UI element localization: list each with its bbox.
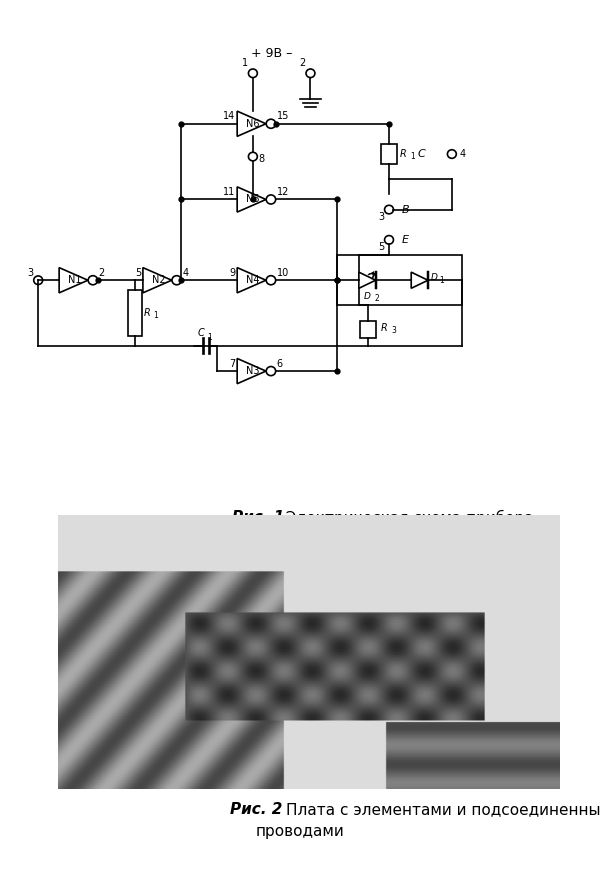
Text: N2: N2: [152, 275, 166, 285]
Text: R: R: [400, 149, 406, 159]
Text: 4: 4: [460, 149, 466, 159]
Text: Рис. 1: Рис. 1: [232, 510, 284, 525]
Text: 5: 5: [378, 242, 384, 252]
Text: 15: 15: [277, 111, 289, 121]
Text: N1: N1: [68, 275, 82, 285]
Text: 3: 3: [378, 212, 384, 222]
Text: C: C: [198, 329, 205, 338]
Text: 2: 2: [375, 294, 380, 303]
Text: C: C: [418, 149, 425, 159]
Text: 1: 1: [410, 152, 415, 161]
Text: N5: N5: [246, 194, 260, 204]
Text: 14: 14: [223, 111, 236, 121]
Text: 12: 12: [277, 186, 289, 197]
Text: 10: 10: [277, 267, 289, 278]
Text: N4: N4: [246, 275, 260, 285]
Text: 9: 9: [229, 267, 236, 278]
Text: 1: 1: [153, 311, 158, 320]
Bar: [337, 255, 463, 305]
Bar: [381, 144, 397, 164]
Text: 1: 1: [439, 276, 443, 285]
Text: 5: 5: [135, 267, 142, 278]
Text: + 9В –: + 9В –: [251, 46, 292, 59]
Text: R: R: [381, 323, 388, 333]
Text: 11: 11: [223, 186, 236, 197]
Text: 6: 6: [277, 359, 283, 369]
Text: N3: N3: [246, 366, 260, 377]
Bar: [128, 290, 142, 336]
Bar: [360, 321, 376, 338]
Text: 1: 1: [242, 59, 248, 68]
Text: 8: 8: [258, 155, 264, 164]
Text: N6: N6: [246, 119, 260, 129]
Text: 1: 1: [208, 333, 212, 342]
Text: B: B: [402, 204, 410, 215]
Text: 7: 7: [229, 359, 236, 369]
Text: R: R: [143, 308, 150, 318]
Text: 2: 2: [299, 59, 305, 68]
Text: 3: 3: [392, 326, 397, 335]
Text: D: D: [364, 291, 370, 300]
Text: Плата с элементами и подсоединенными: Плата с элементами и подсоединенными: [286, 803, 600, 817]
Text: E: E: [402, 234, 409, 245]
Text: 3: 3: [27, 267, 33, 278]
Text: 4: 4: [182, 267, 188, 278]
Text: проводами: проводами: [256, 824, 344, 838]
Text: . Электрическая схема прибора: . Электрическая схема прибора: [277, 510, 534, 526]
Text: 2: 2: [98, 267, 105, 278]
Text: Рис. 2: Рис. 2: [230, 803, 283, 817]
Text: D: D: [431, 274, 438, 282]
